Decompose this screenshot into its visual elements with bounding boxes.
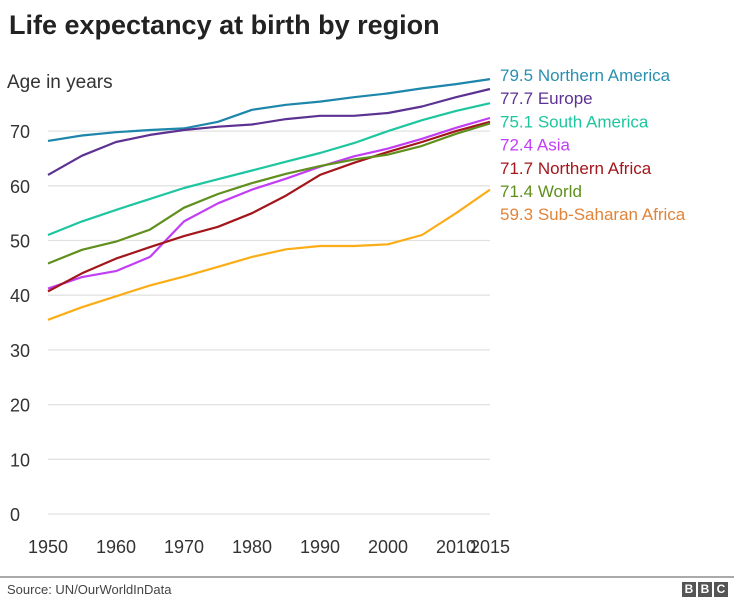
series-end-value: 77.7: [500, 89, 538, 108]
series-end-value: 75.1: [500, 112, 538, 131]
series-name: Northern Africa: [538, 159, 652, 178]
y-tick-label: 20: [10, 396, 30, 416]
series-end-label: 72.4 Asia: [500, 136, 570, 155]
bbc-logo-letter: B: [698, 582, 712, 597]
series-line-northern-america: [47, 78, 491, 142]
series-line-northern-africa: [47, 120, 491, 293]
x-tick-label: 2015: [470, 537, 510, 557]
series-end-value: 71.7: [500, 159, 538, 178]
series-name: World: [538, 182, 582, 201]
series-end-value: 79.5: [500, 66, 538, 85]
series-line-world: [47, 122, 491, 265]
y-tick-label: 40: [10, 286, 30, 306]
series-end-value: 59.3: [500, 205, 538, 224]
chart-title: Life expectancy at birth by region: [9, 10, 440, 40]
y-tick-label: 30: [10, 341, 30, 361]
series-line-south-america: [47, 102, 491, 237]
x-tick-label: 1950: [28, 537, 68, 557]
series-line-sub-saharan-africa: [47, 188, 491, 321]
x-tick-label: 1970: [164, 537, 204, 557]
series-end-label: 71.4 World: [500, 182, 582, 201]
y-axis-label: Age in years: [7, 72, 113, 93]
line-chart: Age in years 0 10 20 30 40 50 60 70 1950 1960 1970 1…: [7, 66, 686, 557]
x-tick-label: 1980: [232, 537, 272, 557]
footer-divider: [0, 576, 734, 578]
series-end-label: 77.7 Europe: [500, 89, 593, 108]
x-tick-label: 1960: [96, 537, 136, 557]
bbc-logo-letter: B: [682, 582, 696, 597]
series-end-label: 79.5 Northern America: [500, 66, 671, 85]
series-line-europe: [47, 87, 491, 176]
x-tick-label: 2000: [368, 537, 408, 557]
y-tick-label: 50: [10, 232, 30, 252]
y-tick-label: 10: [10, 450, 30, 470]
series-end-label: 59.3 Sub-Saharan Africa: [500, 205, 686, 224]
y-tick-label: 70: [10, 122, 30, 142]
series-name: Asia: [537, 136, 571, 155]
x-tick-label: 2010: [436, 537, 476, 557]
series-end-value: 72.4: [500, 136, 537, 155]
series-name: Northern America: [538, 66, 671, 85]
series-name: Sub-Saharan Africa: [538, 205, 686, 224]
bbc-logo-letter: C: [714, 582, 728, 597]
series-line-asia: [47, 116, 491, 290]
y-tick-label: 60: [10, 177, 30, 197]
series-end-label: 71.7 Northern Africa: [500, 159, 652, 178]
bbc-logo: B B C: [682, 582, 728, 597]
source-note: Source: UN/OurWorldInData: [7, 582, 172, 597]
x-tick-label: 1990: [300, 537, 340, 557]
series-name: Europe: [538, 89, 593, 108]
series-end-value: 71.4: [500, 182, 538, 201]
series-name: South America: [538, 112, 649, 131]
y-tick-label: 0: [10, 505, 20, 525]
series-end-label: 75.1 South America: [500, 112, 649, 131]
